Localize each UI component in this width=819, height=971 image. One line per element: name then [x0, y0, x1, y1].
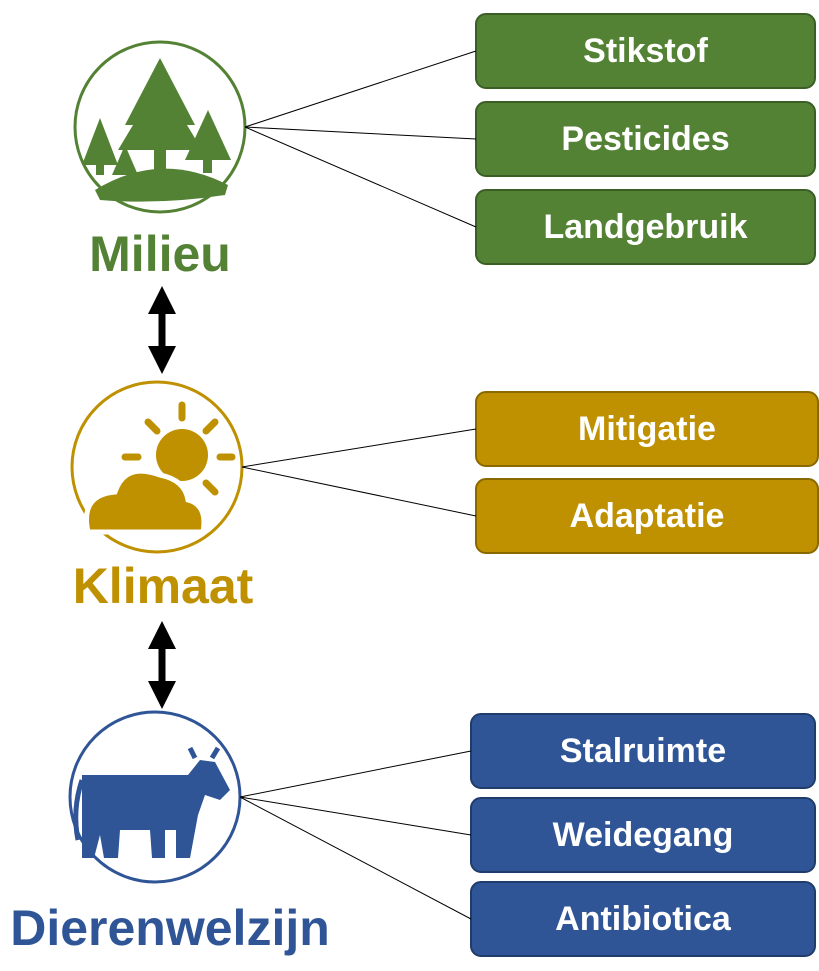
connector	[239, 796, 472, 836]
item-label: Weidegang	[553, 816, 734, 854]
group-label: Klimaat	[73, 558, 254, 614]
connector	[244, 126, 477, 228]
connector	[239, 796, 472, 920]
connector	[241, 466, 477, 517]
item-label: Stikstof	[583, 32, 708, 70]
item-label: Mitigatie	[578, 410, 716, 448]
connector	[239, 750, 472, 798]
group-label: Milieu	[89, 226, 231, 282]
connector	[241, 428, 477, 468]
forest-icon	[82, 58, 231, 202]
connector	[244, 50, 477, 128]
group-label: Dierenwelzijn	[10, 900, 330, 956]
item-label: Adaptatie	[570, 497, 725, 535]
connector	[244, 126, 477, 140]
cow-icon	[73, 746, 230, 858]
weather-icon	[84, 401, 236, 535]
item-label: Stalruimte	[560, 732, 726, 770]
item-label: Antibiotica	[555, 900, 732, 938]
item-label: Pesticides	[561, 120, 729, 158]
item-label: Landgebruik	[543, 208, 747, 246]
